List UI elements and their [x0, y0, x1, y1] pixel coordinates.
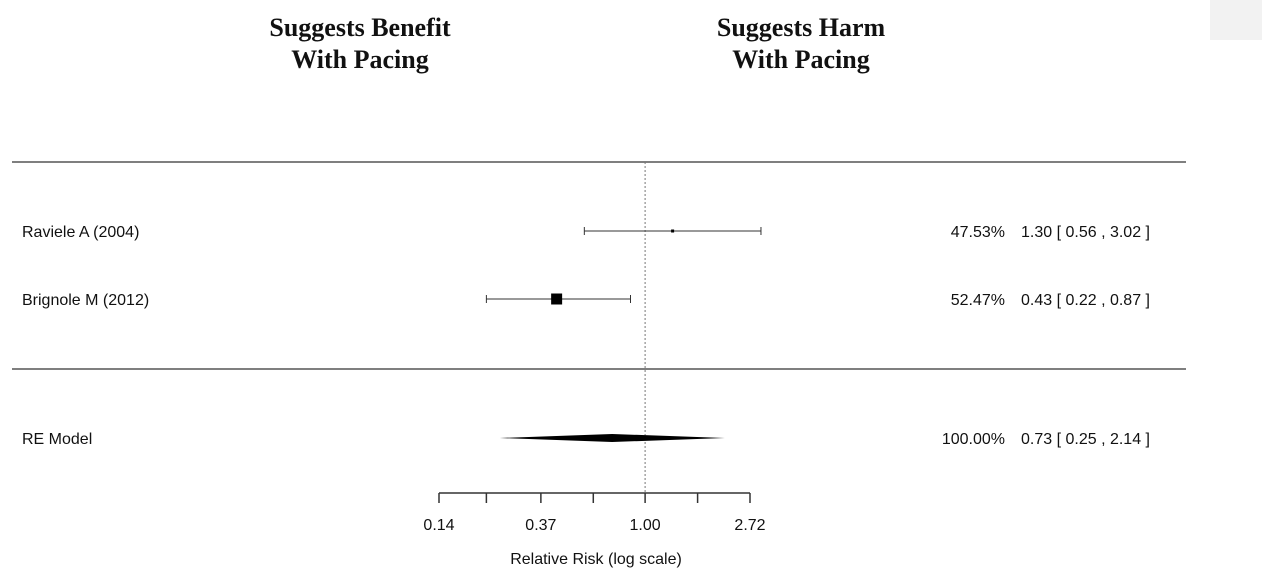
- pooled-weight: 100.00%: [942, 431, 1005, 448]
- study-name-raviele: Raviele A (2004): [22, 224, 139, 241]
- x-tick-label: 0.14: [423, 517, 454, 534]
- x-tick-label: 1.00: [630, 517, 661, 534]
- corner-patch: [1210, 0, 1262, 40]
- harm-header-line2: With Pacing: [732, 45, 869, 74]
- pooled-diamond: [499, 434, 725, 442]
- x-tick-label: 2.72: [734, 517, 765, 534]
- study-row-brignole: Brignole M (2012) 52.47% 0.43 [ 0.22 , 0…: [22, 292, 1150, 309]
- estimate-box-brignole: [551, 293, 563, 305]
- weight-brignole: 52.47%: [951, 292, 1005, 309]
- summary-raviele: 1.30 [ 0.56 , 3.02 ]: [1021, 224, 1150, 241]
- pooled-summary: 0.73 [ 0.25 , 2.14 ]: [1021, 431, 1150, 448]
- pooled-row: RE Model 100.00% 0.73 [ 0.25 , 2.14 ]: [22, 431, 1150, 448]
- pooled-name: RE Model: [22, 431, 92, 448]
- estimate-box-raviele: [671, 229, 675, 233]
- harm-header-line1: Suggests Harm: [717, 13, 886, 42]
- x-tick-label: 0.37: [525, 517, 556, 534]
- benefit-header-line1: Suggests Benefit: [269, 13, 451, 42]
- x-axis-title: Relative Risk (log scale): [510, 551, 682, 568]
- benefit-header-line2: With Pacing: [291, 45, 428, 74]
- study-name-brignole: Brignole M (2012): [22, 292, 149, 309]
- weight-raviele: 47.53%: [951, 224, 1005, 241]
- x-axis: 0.14 0.37 1.00 2.72: [423, 492, 766, 534]
- summary-brignole: 0.43 [ 0.22 , 0.87 ]: [1021, 292, 1150, 309]
- study-row-raviele: Raviele A (2004) 47.53% 1.30 [ 0.56 , 3.…: [22, 224, 1150, 241]
